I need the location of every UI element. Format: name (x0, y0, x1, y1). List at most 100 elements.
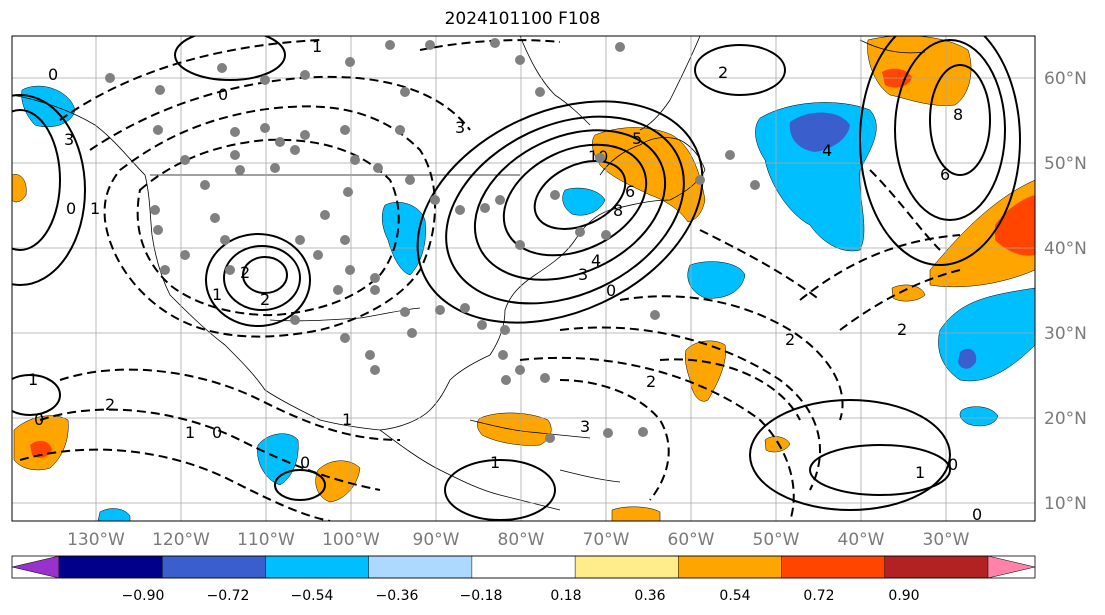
contour-label: 8 (613, 201, 623, 220)
colorbar-tick: −0.36 (376, 588, 419, 604)
colorbar-tick: 0.54 (719, 588, 750, 604)
lon-label: 40°W (838, 530, 885, 550)
shade-orange-newfoundland (592, 127, 706, 223)
contour-label: 1 (185, 423, 195, 442)
colorbar: −0.90 −0.72 −0.54 −0.36 −0.18 0.18 0.36 … (11, 555, 1036, 604)
shade-blue-atlantic-west (687, 261, 746, 299)
contour-label: 5 (632, 129, 642, 148)
colorbar-frame (11, 555, 1036, 579)
lon-label: 30°W (923, 530, 970, 550)
shade-blue-north-atlantic (755, 102, 877, 252)
contour-label: 2 (785, 330, 795, 349)
shade-orange-azores-small (891, 284, 926, 302)
contour-label: 2 (646, 372, 656, 391)
colorbar-tick: −0.90 (122, 588, 165, 604)
colorbar-swatch (574, 555, 680, 579)
contour-label: 1 (342, 410, 352, 429)
contour-label: 0 (300, 453, 310, 472)
contour-label: 3 (578, 265, 588, 284)
lon-label: 50°W (753, 530, 800, 550)
colorbar-ticks: −0.90 −0.72 −0.54 −0.36 −0.18 0.18 0.36 … (122, 588, 920, 604)
lon-label: 60°W (668, 530, 715, 550)
lat-label: 20°N (1044, 409, 1087, 429)
contour-label: 1 (915, 463, 925, 482)
contour-labels: 10 8 6 5 4 3 3 0 2 2 1 0 1 2 8 6 4 2 2 2… (28, 37, 982, 524)
lon-label: 90°W (413, 530, 460, 550)
lat-label: 40°N (1044, 239, 1087, 259)
map-frame (11, 35, 1036, 522)
map-area: 10 8 6 5 4 3 3 0 2 2 1 0 1 2 8 6 4 2 2 2… (12, 36, 1035, 524)
shade-blue-great-lakes (381, 202, 426, 276)
colorbar-swatches (11, 555, 1036, 579)
lat-label: 60°N (1044, 69, 1087, 89)
map-title: 2024101100 F108 (444, 9, 601, 29)
latitude-labels: 60°N 50°N 40°N 30°N 20°N 10°N (1044, 69, 1087, 514)
contour-label: 1 (212, 285, 222, 304)
colorbar-swatch (368, 555, 473, 579)
colorbar-swatch (471, 555, 576, 579)
colorbar-swatch (678, 555, 783, 579)
lat-label: 50°N (1044, 154, 1087, 174)
colorbar-swatch (161, 555, 267, 579)
contour-label: 3 (580, 417, 590, 436)
contour-label: 2 (240, 263, 250, 282)
shade-blue-south (97, 508, 131, 521)
coastlines (12, 36, 926, 511)
contour-label: 6 (940, 165, 950, 184)
contour-label: 0 (606, 281, 616, 300)
shade-darkblue-north-atlantic (789, 112, 850, 152)
colorbar-tick: 0.90 (888, 588, 919, 604)
colorbar-swatch (781, 555, 886, 579)
contour-label: 2 (105, 395, 115, 414)
colorbar-tick: −0.54 (291, 588, 334, 604)
lon-label: 70°W (583, 530, 630, 550)
colorbar-swatch (265, 555, 370, 579)
colorbar-extend-low (11, 555, 60, 579)
shade-red-east-atlantic (995, 195, 1035, 256)
lat-label: 30°N (1044, 324, 1087, 344)
contour-label: 2 (897, 320, 907, 339)
colorbar-swatch (884, 555, 989, 579)
shade-orange-south (611, 506, 661, 521)
shade-orange-midatlantic (684, 340, 726, 402)
lon-label: 110°W (237, 530, 295, 550)
contour-label: 0 (34, 410, 44, 429)
contour-label: 0 (66, 199, 76, 218)
contour-label: 0 (212, 423, 222, 442)
contour-label: 1 (90, 199, 100, 218)
contour-label: 1 (28, 370, 38, 389)
shade-orange-west-edge (12, 174, 27, 203)
contour-label: 0 (948, 455, 958, 474)
colorbar-swatch (58, 555, 163, 579)
contour-label: 0 (972, 505, 982, 524)
colorbar-tick: 0.18 (550, 588, 581, 604)
shade-orange-iceland (867, 36, 972, 106)
shade-darkblue-azores (958, 348, 977, 369)
colorbar-tick: 0.72 (803, 588, 834, 604)
contour-label: 1 (490, 453, 500, 472)
lon-label: 100°W (322, 530, 380, 550)
contour-label: 1 (312, 37, 322, 56)
contour-label: 4 (591, 251, 601, 270)
contour-label: 0 (48, 65, 58, 84)
colorbar-extend-high (987, 555, 1036, 579)
lon-label: 130°W (67, 530, 125, 550)
contours-solid (12, 36, 1021, 521)
shaded-fields (12, 36, 1035, 521)
contour-label: 2 (260, 290, 270, 309)
contour-label: 3 (64, 130, 74, 149)
lon-label: 80°W (498, 530, 545, 550)
lat-label: 10°N (1044, 494, 1087, 514)
station-markers (105, 38, 760, 443)
contour-label: 8 (953, 105, 963, 124)
contour-label: 4 (822, 141, 832, 160)
contour-label: 2 (718, 63, 728, 82)
lon-label: 120°W (152, 530, 210, 550)
shade-orange-mexico (315, 460, 361, 503)
shade-blue-newfoundland (562, 187, 606, 216)
colorbar-tick: 0.36 (634, 588, 665, 604)
contour-label: 0 (218, 85, 228, 104)
contour-label: 6 (625, 182, 635, 201)
colorbar-tick: −0.72 (207, 588, 250, 604)
